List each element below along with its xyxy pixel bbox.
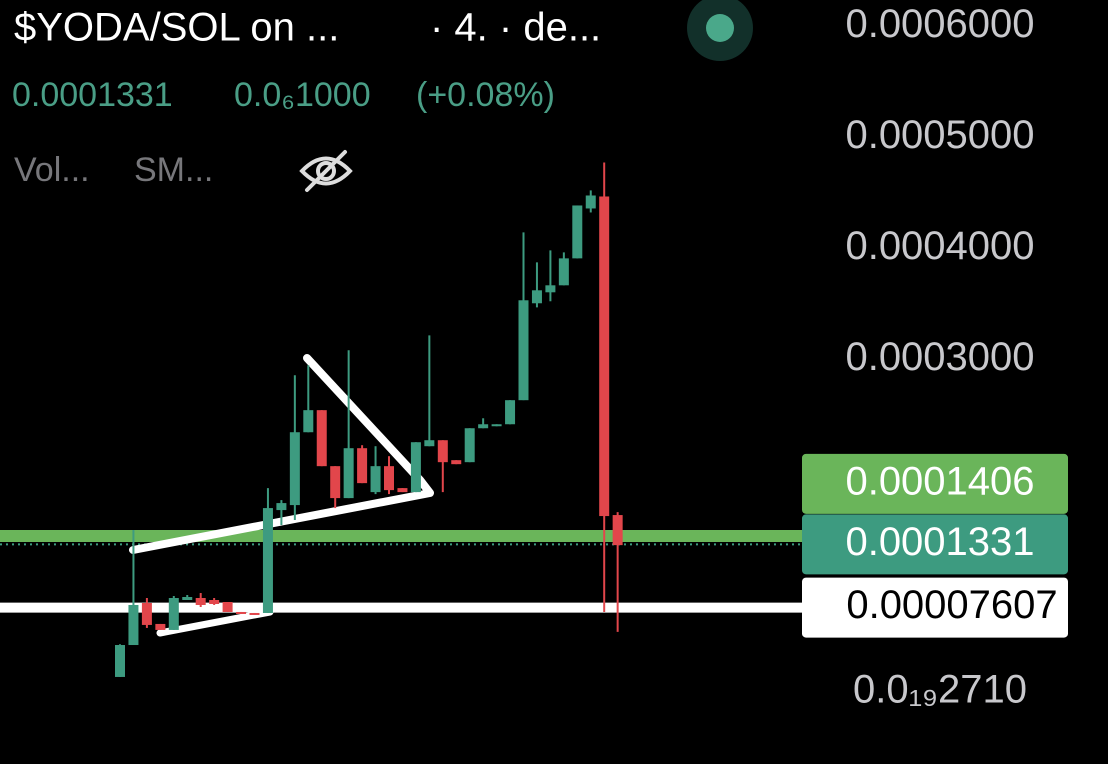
candle-body — [370, 466, 381, 493]
y-tick-label: 0.0006000 — [845, 2, 1034, 46]
y-tick-label: 0.0005000 — [845, 113, 1034, 157]
candle-body — [222, 601, 233, 612]
candle-body — [612, 515, 623, 546]
price-badge-label: 0.0001406 — [845, 459, 1034, 503]
candle-body — [518, 300, 529, 401]
candle-body — [410, 442, 421, 493]
candle-body — [545, 285, 556, 293]
candle-body — [155, 623, 166, 630]
price-badge-label: 0.00007607 — [846, 583, 1057, 627]
price-badge — [802, 453, 1068, 514]
candle-body — [558, 258, 569, 286]
candle-body — [182, 597, 193, 601]
candle-body — [115, 645, 125, 677]
candles — [115, 162, 623, 677]
candle-body — [236, 611, 247, 614]
candle-body — [343, 448, 354, 499]
candle-body — [249, 612, 260, 615]
indicator-label: SM... — [134, 151, 213, 189]
last-price: 0.0001331 — [12, 76, 173, 114]
price-badge — [802, 577, 1068, 638]
candle-body — [599, 196, 610, 517]
candle-body — [330, 466, 341, 499]
candle-body — [195, 598, 206, 605]
candle-body — [262, 508, 273, 613]
candle-body — [397, 488, 408, 493]
hide-indicators-icon[interactable] — [299, 150, 353, 192]
candle-body — [451, 460, 462, 465]
y-tick-label: 0.0₁₉2710 — [853, 667, 1027, 711]
candle-body — [585, 195, 596, 209]
symbol-title: $YODA/SOL on ... — [14, 6, 339, 50]
price-badge — [802, 514, 1068, 575]
price-change: 0.0₆1000 — [234, 76, 371, 114]
candle-body — [478, 424, 489, 429]
candle-body — [276, 503, 287, 511]
candle-body — [384, 466, 394, 491]
candle-body — [141, 602, 152, 625]
candle-body — [531, 290, 542, 304]
interval: · 4. · de... — [430, 6, 601, 50]
candle-body — [316, 410, 327, 467]
candle-body — [303, 410, 314, 433]
candle-body — [128, 604, 139, 646]
candle-body — [464, 428, 475, 463]
candle-body — [289, 432, 300, 506]
candle-body — [357, 448, 368, 484]
indicator-label: Vol... — [14, 151, 90, 189]
eye-slash — [305, 150, 347, 192]
price-axis: 0.0₁₉2710 0.0003000 0.0004000 0.0005000 0.00… — [802, 2, 1068, 711]
candle-body — [572, 205, 583, 259]
price-badge-label: 0.0001331 — [845, 520, 1034, 564]
candle-body — [491, 424, 502, 427]
price-change-pct: (+0.08%) — [416, 76, 555, 114]
candle-body — [168, 598, 179, 630]
candle-body — [505, 400, 516, 425]
eye-pupil — [316, 161, 336, 181]
status-dot — [706, 14, 734, 42]
candle-body — [209, 600, 220, 604]
y-tick-label: 0.0003000 — [845, 335, 1034, 379]
candle-body — [437, 440, 448, 463]
candle-body — [424, 440, 435, 447]
y-tick-label: 0.0004000 — [845, 224, 1034, 268]
